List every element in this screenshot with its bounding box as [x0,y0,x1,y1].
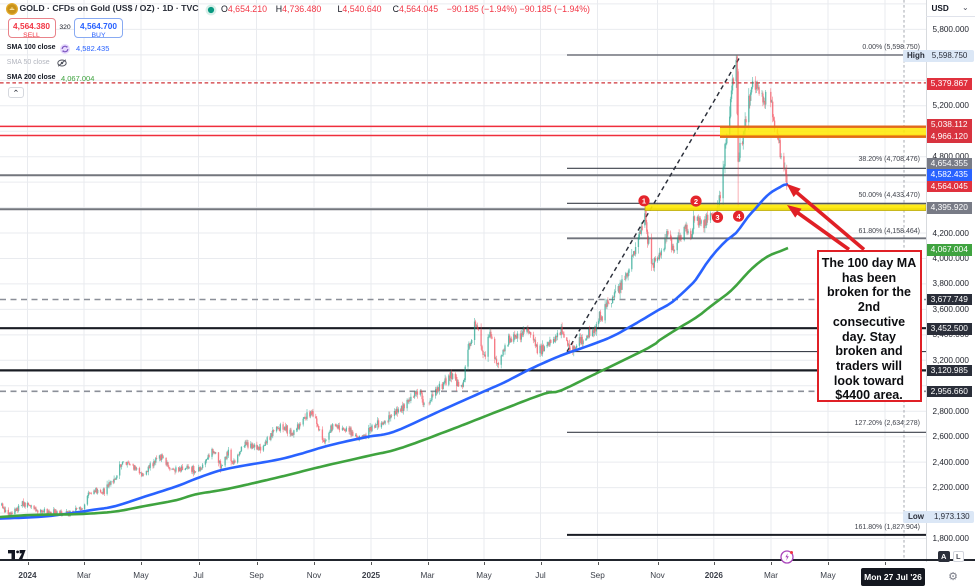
svg-text:2: 2 [694,197,698,206]
svg-text:4: 4 [737,212,742,221]
svg-text:1: 1 [642,197,646,206]
svg-text:3: 3 [715,213,719,222]
